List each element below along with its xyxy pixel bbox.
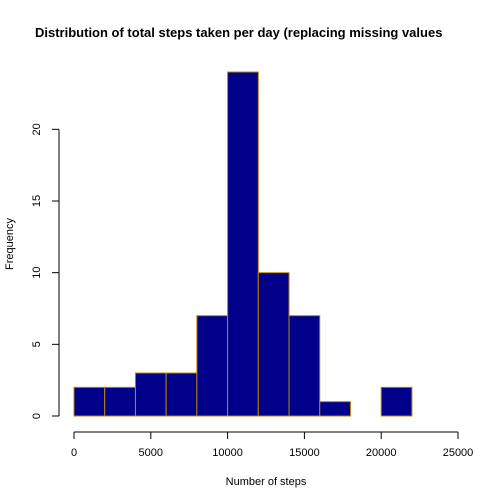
y-tick-label: 10 bbox=[31, 267, 43, 279]
histogram-bar bbox=[165, 372, 198, 417]
y-axis-label: Frequency bbox=[4, 218, 16, 270]
y-tick-label: 5 bbox=[31, 341, 43, 347]
histogram-bar bbox=[73, 386, 106, 417]
histogram-bar bbox=[104, 386, 136, 417]
y-tick-label: 0 bbox=[31, 413, 43, 419]
histogram-bar bbox=[134, 372, 167, 417]
histogram-bar bbox=[227, 71, 259, 417]
histogram-bar bbox=[196, 315, 229, 417]
x-axis: 0 5000 10000 15000 20000 25000 bbox=[71, 431, 474, 459]
histogram-bar bbox=[257, 272, 290, 417]
x-tick-label: 5000 bbox=[139, 447, 163, 459]
bars-group bbox=[73, 71, 413, 417]
y-axis: 0 5 10 15 20 bbox=[31, 123, 60, 419]
histogram-bar bbox=[380, 386, 413, 417]
y-tick-label: 15 bbox=[31, 195, 43, 207]
x-tick-label: 20000 bbox=[366, 447, 397, 459]
y-tick-label: 20 bbox=[31, 123, 43, 135]
histogram-bar bbox=[288, 315, 321, 417]
histogram-bar bbox=[319, 401, 351, 417]
x-tick-label: 25000 bbox=[443, 447, 474, 459]
x-tick-label: 0 bbox=[71, 447, 77, 459]
x-tick-label: 10000 bbox=[212, 447, 243, 459]
chart-title: Distribution of total steps taken per da… bbox=[35, 25, 442, 40]
x-axis-label: Number of steps bbox=[226, 476, 307, 488]
x-tick-label: 15000 bbox=[289, 447, 320, 459]
